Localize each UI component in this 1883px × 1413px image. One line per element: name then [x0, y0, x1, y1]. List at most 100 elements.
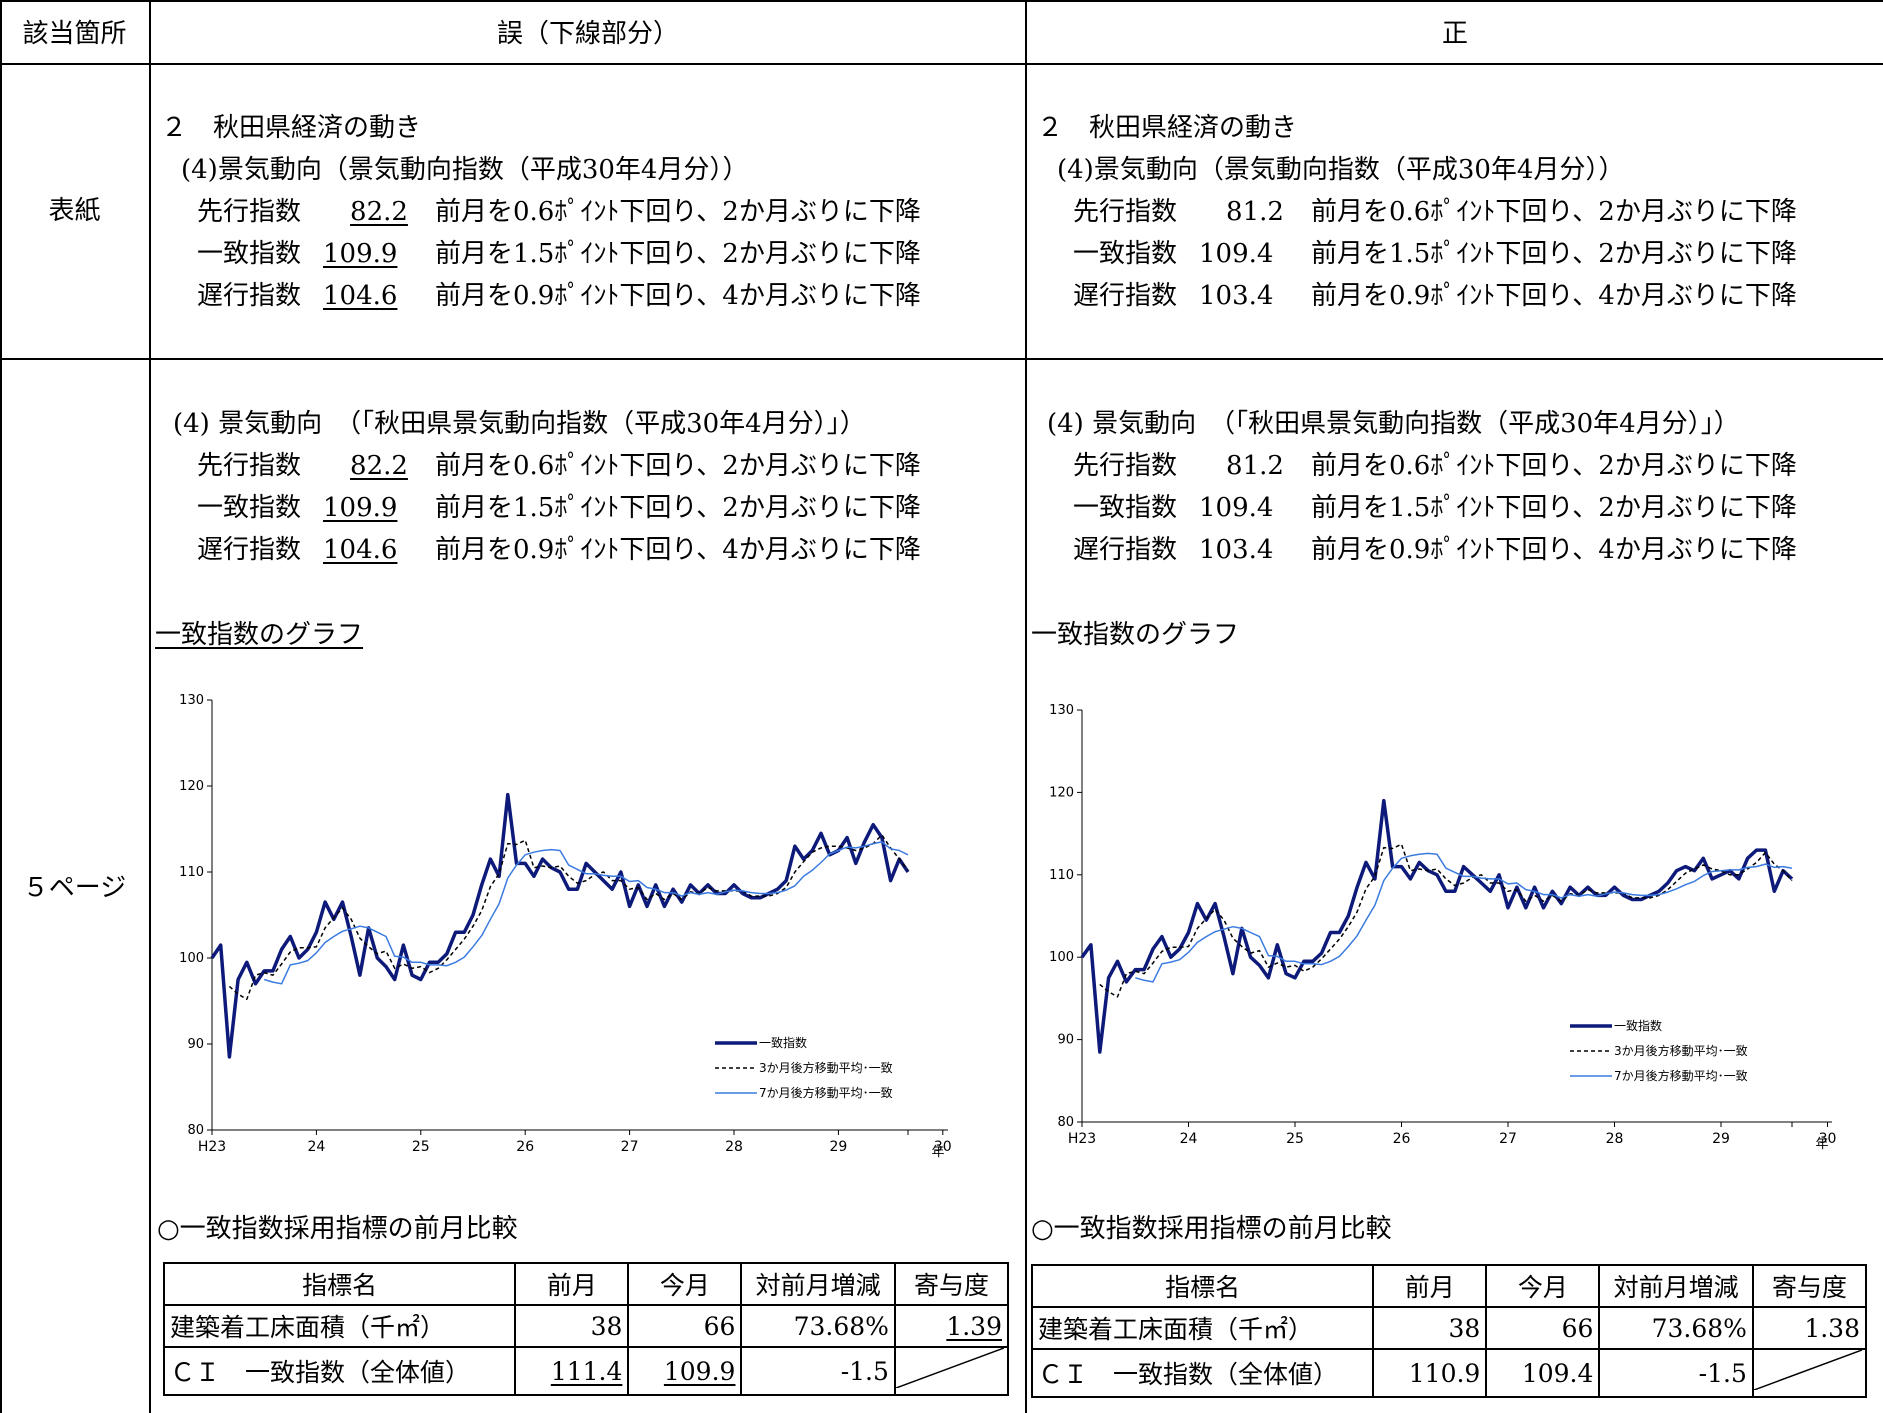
y-tick-label: 80 [1057, 1115, 1074, 1130]
cover-correct-row: 先行指数 81.2 前月を0.6ﾎﾟｲﾝﾄ下回り、2か月ぶりに下降 [1073, 196, 1797, 228]
table-row: 建築着工床面積（千㎡） 38 66 73.68% 1.38 [1030, 1306, 1868, 1350]
series-line-3 [263, 841, 909, 985]
p5-wrong-row: 先行指数 82.2 前月を0.6ﾎﾟｲﾝﾄ下回り、2か月ぶりに下降 [197, 450, 921, 482]
table-header: 対前月増減 [740, 1262, 896, 1306]
indicator-value: 104.6 [323, 535, 398, 565]
cover-correct-section: ２ 秋田県経済の動き [1037, 113, 1298, 143]
cover-correct-row: 遅行指数 103.4 前月を0.9ﾎﾟｲﾝﾄ下回り、4か月ぶりに下降 [1073, 280, 1797, 312]
x-tick-label: 27 [1499, 1131, 1517, 1147]
y-tick-label: 100 [180, 951, 204, 966]
legend-label: 3か月後方移動平均･一致 [1614, 1043, 1748, 1058]
indicator-value: 82.2 [350, 197, 408, 227]
y-tick-label: 90 [187, 1037, 204, 1052]
table-cell: 建築着工床面積（千㎡） [1030, 1306, 1375, 1350]
y-tick-label: 120 [1049, 785, 1074, 800]
x-tick-label: 30 [1819, 1131, 1837, 1147]
border-left [0, 0, 2, 1413]
y-tick-label: 80 [187, 1123, 204, 1138]
x-axis-label: 年 [1815, 1137, 1828, 1152]
y-tick-label: 110 [1049, 868, 1074, 883]
indicator-value: 103.4 [1199, 535, 1274, 565]
row-label-page5: ５ページ [22, 873, 127, 903]
divider-col1 [149, 0, 151, 1413]
indicator-value: 82.2 [350, 451, 408, 481]
row-label-cover: 表紙 [48, 196, 101, 226]
indicator-name: 遅行指数 [1073, 535, 1178, 565]
indicator-name: 一致指数 [1073, 239, 1178, 269]
chart-wrong-svg: 80 90 100 110 120 130 H23 24 25 26 27 28 29 30年 一致指数 3か… [179, 693, 952, 1160]
table-cell: 73.68% [740, 1304, 896, 1348]
x-tick-label: 27 [621, 1139, 639, 1155]
chart-correct-svg: 80 90 100 110 120 130 H23 24 25 26 27 28 29 30年 一致指数 3か… [1049, 703, 1837, 1152]
indicator-name: 遅行指数 [1073, 281, 1178, 311]
table-header: 寄与度 [893, 1262, 1010, 1306]
p5-correct-row: 遅行指数 103.4 前月を0.9ﾎﾟｲﾝﾄ下回り、4か月ぶりに下降 [1073, 534, 1797, 566]
x-tick-label: 26 [1393, 1131, 1411, 1147]
y-tick-label: 90 [1057, 1033, 1074, 1048]
indicator-desc: 前月を0.6ﾎﾟｲﾝﾄ下回り、2か月ぶりに下降 [1311, 451, 1797, 481]
header-location: 該当箇所 [22, 19, 127, 49]
indicator-desc: 前月を0.6ﾎﾟｲﾝﾄ下回り、2か月ぶりに下降 [1311, 197, 1797, 227]
chart-correct: 80 90 100 110 120 130 H23 24 25 26 27 28 29 30 年 一致指数 3か… [1040, 700, 1840, 1174]
x-tick-label: 30 [934, 1139, 952, 1155]
p5-correct-graph-title: 一致指数のグラフ [1031, 620, 1240, 650]
indicator-desc: 前月を0.9ﾎﾟｲﾝﾄ下回り、4か月ぶりに下降 [1311, 535, 1797, 565]
indicator-value: 109.9 [323, 493, 398, 523]
border-top [0, 0, 1883, 2]
table-cell: -1.5 [1598, 1348, 1754, 1398]
p5-correct-table-title: ○一致指数採用指標の前月比較 [1031, 1214, 1392, 1244]
x-tick-label: 25 [1286, 1131, 1304, 1147]
indicator-name: 遅行指数 [197, 281, 302, 311]
p5-correct-row: 一致指数 109.4 前月を1.5ﾎﾟｲﾝﾄ下回り、2か月ぶりに下降 [1073, 492, 1797, 524]
table-cell: 110.9 [1372, 1348, 1488, 1398]
indicator-value: 104.6 [323, 281, 398, 311]
p5-wrong-row: 一致指数 109.9 前月を1.5ﾎﾟｲﾝﾄ下回り、2か月ぶりに下降 [197, 492, 921, 524]
indicator-value: 81.2 [1226, 197, 1284, 227]
p5-wrong-compare-table: 指標名 前月 今月 対前月増減 寄与度 建築着工床面積（千㎡） 38 66 73… [162, 1262, 1010, 1396]
legend-label: 一致指数 [759, 1035, 807, 1050]
indicator-name: 一致指数 [197, 493, 302, 523]
table-cell: 73.68% [1598, 1306, 1754, 1350]
legend-label: 3か月後方移動平均･一致 [759, 1060, 893, 1075]
y-tick-label: 130 [1049, 703, 1074, 718]
legend-label: 一致指数 [1614, 1018, 1662, 1033]
table-header: 対前月増減 [1598, 1264, 1754, 1308]
y-tick-label: 100 [1049, 950, 1074, 965]
cover-wrong-row: 先行指数 82.2 前月を0.6ﾎﾟｲﾝﾄ下回り、2か月ぶりに下降 [197, 196, 921, 228]
indicator-desc: 前月を1.5ﾎﾟｲﾝﾄ下回り、2か月ぶりに下降 [435, 493, 921, 523]
p5-correct-row: 先行指数 81.2 前月を0.6ﾎﾟｲﾝﾄ下回り、2か月ぶりに下降 [1073, 450, 1797, 482]
table-header: 前月 [514, 1262, 630, 1306]
legend-label: 7か月後方移動平均･一致 [1614, 1068, 1748, 1083]
series-line-1 [1080, 798, 1794, 1054]
x-tick-label: 29 [829, 1139, 847, 1155]
diagonal-line [895, 1347, 1005, 1389]
cover-wrong-heading: (4)景気動向（景気動向指数（平成30年4月分）） [181, 155, 749, 185]
table-cell: 111.4 [514, 1346, 630, 1396]
table-cell: 38 [514, 1304, 630, 1348]
p5-wrong-graph-title: 一致指数のグラフ [155, 620, 364, 650]
indicator-value: 109.4 [1199, 239, 1274, 269]
series-line-2 [228, 834, 909, 1001]
table-cell-diagonal [893, 1346, 1010, 1396]
x-tick-label: 26 [516, 1139, 534, 1155]
p5-wrong-table-title: ○一致指数採用指標の前月比較 [157, 1214, 518, 1244]
table-row: ＣＩ 一致指数（全体値） 111.4 109.9 -1.5 [162, 1346, 1010, 1396]
x-tick-label: H23 [198, 1139, 226, 1155]
table-header: 前月 [1372, 1264, 1488, 1308]
table-header: 今月 [1485, 1264, 1601, 1308]
y-tick-label: 120 [180, 779, 204, 794]
indicator-name: 先行指数 [197, 451, 302, 481]
indicator-desc: 前月を0.9ﾎﾟｲﾝﾄ下回り、4か月ぶりに下降 [435, 535, 921, 565]
indicator-name: 一致指数 [1073, 493, 1178, 523]
indicator-desc: 前月を0.9ﾎﾟｲﾝﾄ下回り、4か月ぶりに下降 [1311, 281, 1797, 311]
x-tick-label: 28 [1606, 1131, 1624, 1147]
legend-label: 7か月後方移動平均･一致 [759, 1085, 893, 1100]
x-tick-label: 29 [1712, 1131, 1730, 1147]
table-header: 寄与度 [1751, 1264, 1868, 1308]
series-line-3 [1135, 852, 1793, 983]
indicator-desc: 前月を0.9ﾎﾟｲﾝﾄ下回り、4か月ぶりに下降 [435, 281, 921, 311]
indicator-name: 先行指数 [1073, 451, 1178, 481]
table-row: ＣＩ 一致指数（全体値） 110.9 109.4 -1.5 [1030, 1348, 1868, 1398]
table-cell: 109.4 [1485, 1348, 1601, 1398]
